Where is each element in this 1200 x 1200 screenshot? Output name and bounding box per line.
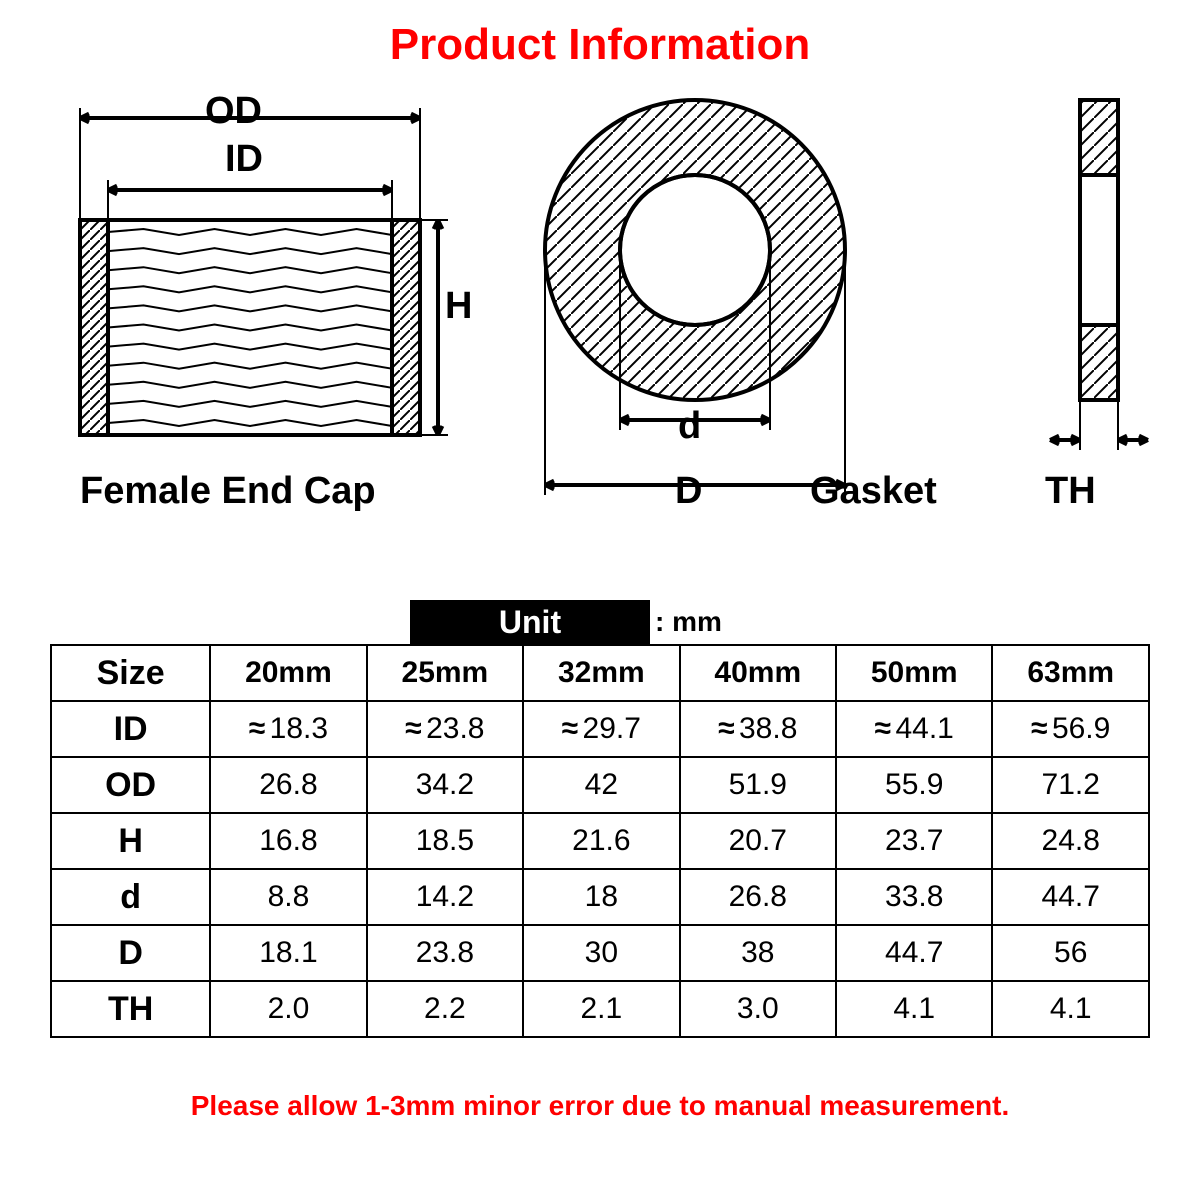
- cell: 33.8: [836, 869, 992, 925]
- dim-label-d: d: [678, 405, 701, 448]
- cell: 56: [992, 925, 1149, 981]
- endcap-name: Female End Cap: [80, 470, 376, 513]
- cell: 23.8: [367, 925, 523, 981]
- cell: 4.1: [992, 981, 1149, 1037]
- cell: 2.1: [523, 981, 679, 1037]
- cell: 30: [523, 925, 679, 981]
- col-size-25mm: 25mm: [367, 645, 523, 701]
- cell: 51.9: [680, 757, 836, 813]
- cell: 4.1: [836, 981, 992, 1037]
- row-label-OD: OD: [51, 757, 210, 813]
- cell: 2.0: [210, 981, 366, 1037]
- cell: 26.8: [680, 869, 836, 925]
- cell: 23.8: [367, 701, 523, 757]
- cell: 20.7: [680, 813, 836, 869]
- dim-label-D: D: [675, 470, 702, 513]
- cell: 16.8: [210, 813, 366, 869]
- row-label-ID: ID: [51, 701, 210, 757]
- col-size-20mm: 20mm: [210, 645, 366, 701]
- row-label-D: D: [51, 925, 210, 981]
- cell: 8.8: [210, 869, 366, 925]
- col-size-50mm: 50mm: [836, 645, 992, 701]
- cell: 38.8: [680, 701, 836, 757]
- cell: 24.8: [992, 813, 1149, 869]
- dim-label-h: H: [445, 285, 472, 328]
- cell: 3.0: [680, 981, 836, 1037]
- footnote: Please allow 1-3mm minor error due to ma…: [0, 1090, 1200, 1122]
- cell: 56.9: [992, 701, 1149, 757]
- dim-label-od: OD: [205, 90, 262, 133]
- cell: 44.7: [992, 869, 1149, 925]
- cell: 44.1: [836, 701, 992, 757]
- cell: 44.7: [836, 925, 992, 981]
- gasket-side-drawing: [1010, 90, 1170, 520]
- cell: 26.8: [210, 757, 366, 813]
- spec-table: Size20mm25mm32mm40mm50mm63mmID18.323.829…: [50, 644, 1150, 1038]
- col-size-40mm: 40mm: [680, 645, 836, 701]
- gasket-name: Gasket: [810, 470, 937, 513]
- dim-label-th: TH: [1045, 470, 1096, 513]
- cell: 18.1: [210, 925, 366, 981]
- cell: 34.2: [367, 757, 523, 813]
- row-label-H: H: [51, 813, 210, 869]
- cell: 38: [680, 925, 836, 981]
- cell: 29.7: [523, 701, 679, 757]
- col-size-63mm: 63mm: [992, 645, 1149, 701]
- cell: 18.5: [367, 813, 523, 869]
- gasket-drawing: [515, 90, 875, 520]
- cell: 55.9: [836, 757, 992, 813]
- cell: 21.6: [523, 813, 679, 869]
- dim-label-id: ID: [225, 138, 263, 181]
- cell: 18: [523, 869, 679, 925]
- cell: 71.2: [992, 757, 1149, 813]
- endcap-drawing: [50, 90, 480, 520]
- cell: 42: [523, 757, 679, 813]
- unit-bar: Unit: [410, 600, 650, 644]
- col-label-size: Size: [51, 645, 210, 701]
- cell: 2.2: [367, 981, 523, 1037]
- row-label-d: d: [51, 869, 210, 925]
- cell: 14.2: [367, 869, 523, 925]
- unit-suffix: : mm: [655, 600, 722, 644]
- row-label-TH: TH: [51, 981, 210, 1037]
- col-size-32mm: 32mm: [523, 645, 679, 701]
- page-title: Product Information: [0, 20, 1200, 70]
- diagram-area: OD ID H Female End Cap d D Gasket TH: [50, 90, 1150, 550]
- cell: 23.7: [836, 813, 992, 869]
- cell: 18.3: [210, 701, 366, 757]
